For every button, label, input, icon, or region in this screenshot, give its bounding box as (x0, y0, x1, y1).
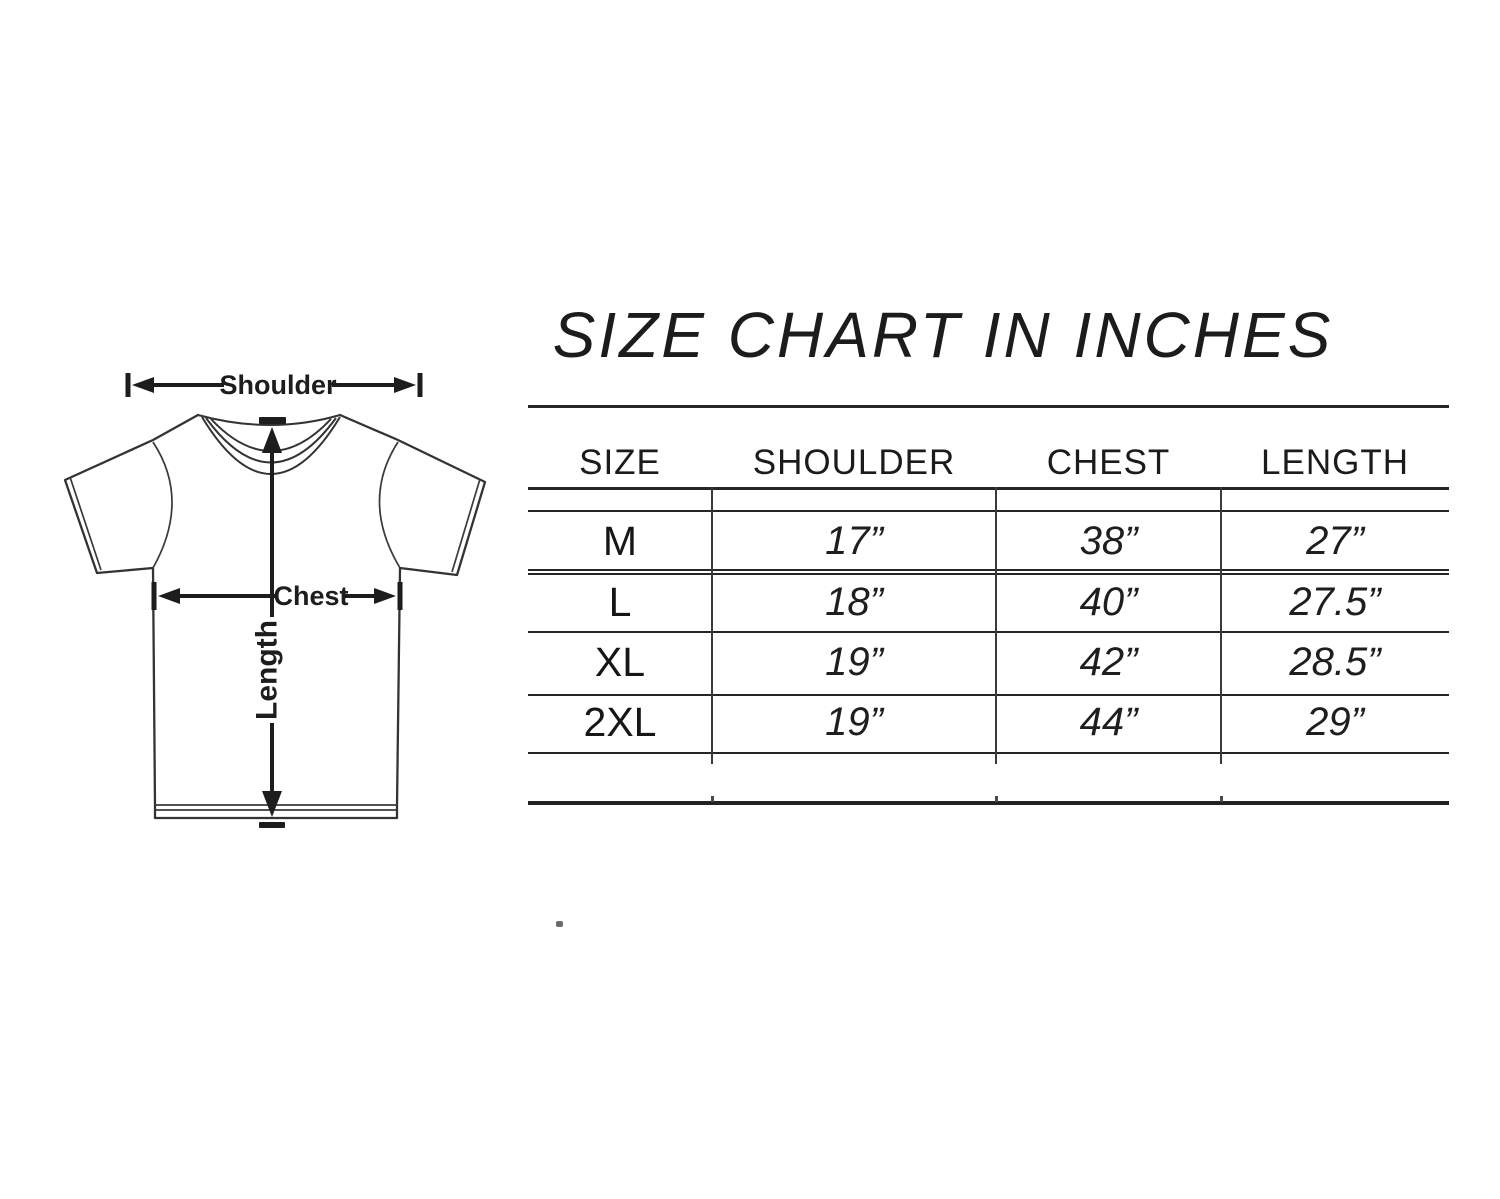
table-top-rule (528, 405, 1449, 408)
footer-rule-tick (711, 796, 714, 802)
cell-length: 28.5” (1289, 639, 1381, 684)
cell-chest: 38” (1079, 518, 1138, 563)
size-table: SIZE SHOULDER CHEST LENGTH M 17” 38” 27”… (528, 405, 1449, 950)
cell-size: L (608, 578, 632, 625)
column-divider-2 (995, 487, 997, 764)
table-row-l: L 18” 40” 27.5” (528, 574, 1449, 630)
scan-artifact-dot (556, 921, 563, 927)
cell-length: 29” (1306, 699, 1364, 744)
cell-shoulder: 18” (825, 579, 883, 624)
column-header-shoulder: SHOULDER (752, 442, 956, 482)
row-divider-l (528, 631, 1449, 633)
cell-chest: 42” (1079, 639, 1138, 684)
footer-rule-tick (1220, 796, 1223, 802)
chest-arrow-label: Chest (273, 581, 348, 611)
tshirt-outline (63, 413, 487, 820)
length-arrow (259, 417, 286, 828)
chest-arrow (151, 582, 403, 610)
row-divider-xl (528, 694, 1449, 696)
tshirt-measurement-diagram: Shoulder Chest Length (63, 370, 487, 828)
column-divider-1 (711, 487, 713, 764)
cell-shoulder: 17” (825, 518, 883, 563)
cell-chest: 44” (1079, 699, 1138, 744)
subheader-rule (528, 510, 1449, 512)
cell-length: 27” (1306, 518, 1364, 563)
table-header-row: SIZE SHOULDER CHEST LENGTH (528, 430, 1449, 495)
column-header-chest: CHEST (1046, 442, 1171, 482)
cell-shoulder: 19” (825, 699, 883, 744)
row-divider-m-b (528, 572, 1449, 575)
table-row-xl: XL 19” 42” 28.5” (528, 633, 1449, 691)
cell-size: M (602, 517, 638, 564)
footer-rule-tick (995, 796, 998, 802)
page-title: SIZE CHART IN INCHES (552, 299, 1334, 371)
cell-size: 2XL (583, 698, 657, 745)
table-bottom-rule (528, 752, 1449, 754)
header-underline (528, 487, 1449, 490)
cell-shoulder: 19” (825, 639, 883, 684)
table-row-m: M 17” 38” 27” (528, 512, 1449, 570)
length-arrow-label: Length (251, 620, 284, 720)
column-header-length: LENGTH (1261, 442, 1409, 482)
cell-size: XL (594, 638, 646, 685)
row-divider-m-a (528, 569, 1449, 571)
column-divider-3 (1220, 487, 1222, 764)
table-row-2xl: 2XL 19” 44” 29” (528, 695, 1449, 749)
column-header-size: SIZE (579, 442, 661, 482)
shoulder-arrow-label: Shoulder (219, 370, 336, 400)
footer-rule (528, 801, 1449, 805)
cell-chest: 40” (1079, 579, 1138, 624)
shoulder-arrow (125, 373, 423, 397)
cell-length: 27.5” (1289, 579, 1381, 624)
